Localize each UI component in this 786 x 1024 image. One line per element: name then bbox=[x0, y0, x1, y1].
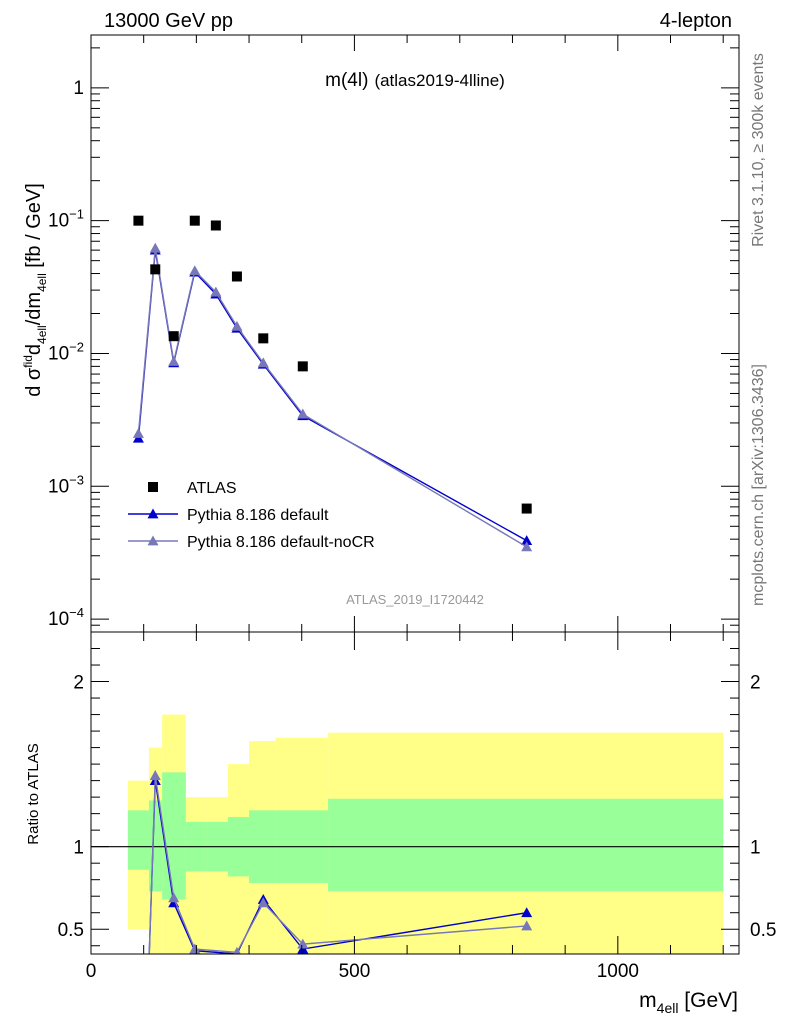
analysis-watermark: ATLAS_2019_I1720442 bbox=[346, 592, 484, 607]
header-right: 4-lepton bbox=[660, 10, 732, 32]
x-tick-label: 1000 bbox=[597, 961, 639, 982]
uncertainty-band-inner bbox=[328, 798, 724, 892]
atlas-point bbox=[189, 215, 200, 226]
ratio-panel: 0.5 0.5 1 1 2 2 0 500 1000 Ratio to ATLAS m4ell … bbox=[25, 631, 776, 1016]
atlas-point bbox=[150, 264, 161, 275]
main-y-ticks: 1 10−1 10−2 10−3 10−4 bbox=[48, 35, 739, 633]
main-y-axis-label: d σfidd4ell/dm4ell [fb / GeV] bbox=[21, 183, 49, 397]
atlas-point bbox=[258, 333, 269, 344]
pythia-default-line bbox=[137, 250, 528, 542]
mcplots-label: mcplots.cern.ch [arXiv:1306.3436] bbox=[750, 364, 767, 606]
pythia-nocr-point bbox=[257, 357, 269, 368]
pythia-nocr-line bbox=[137, 248, 528, 548]
uncertainty-band-outer bbox=[206, 797, 228, 954]
y-tick-label: 1 bbox=[73, 78, 84, 99]
pythia-nocr-ratio-line bbox=[148, 775, 527, 954]
main-plot-area bbox=[132, 215, 533, 552]
pythia-nocr-point bbox=[132, 427, 144, 438]
atlas-point bbox=[133, 215, 144, 226]
ylabel-fid: fid bbox=[21, 355, 35, 368]
ylabel-main: d σ bbox=[23, 367, 45, 397]
ratio-y-tick-label: 0.5 bbox=[58, 920, 84, 941]
header-left: 13000 GeV pp bbox=[104, 10, 233, 32]
pythia-nocr-ratio-point bbox=[521, 920, 533, 931]
legend-default-marker bbox=[147, 508, 159, 519]
legend-nocr-marker bbox=[147, 535, 159, 546]
pythia-nocr-point bbox=[189, 265, 201, 276]
ylabel-d: d bbox=[23, 344, 45, 355]
ratio-y-tick-label: 1 bbox=[73, 838, 84, 859]
legend-default-label: Pythia 8.186 default bbox=[187, 507, 329, 524]
legend: ATLAS Pythia 8.186 default Pythia 8.186 de… bbox=[128, 480, 375, 551]
ratio-y-axis-label: Ratio to ATLAS bbox=[25, 743, 42, 844]
pythia-default-point bbox=[521, 535, 533, 546]
ylabel-mid: /dm bbox=[23, 292, 45, 325]
ylabel-sub2: 4ell bbox=[35, 273, 49, 292]
pythia-nocr-point bbox=[168, 356, 180, 366]
y-tick-label: 10−4 bbox=[48, 605, 84, 630]
atlas-point bbox=[521, 503, 532, 514]
xlabel-unit: [GeV] bbox=[678, 989, 738, 1012]
pythia-nocr-point bbox=[297, 408, 309, 419]
atlas-point bbox=[168, 331, 179, 342]
legend-atlas-marker bbox=[148, 482, 158, 492]
pythia-nocr-point bbox=[210, 286, 222, 297]
legend-atlas-label: ATLAS bbox=[187, 480, 237, 497]
xlabel-main: m bbox=[639, 989, 657, 1012]
legend-nocr-label: Pythia 8.186 default-noCR bbox=[187, 534, 375, 551]
y-tick-label: 10−3 bbox=[48, 472, 84, 497]
y-tick-label: 10−1 bbox=[48, 207, 84, 232]
atlas-point bbox=[210, 220, 221, 231]
uncertainty-band-outer bbox=[185, 797, 207, 954]
ratio-ticks: 0.5 0.5 1 1 2 2 0 500 1000 bbox=[58, 632, 776, 982]
ratio-y-tick-label-right: 2 bbox=[750, 673, 761, 694]
pythia-nocr-point bbox=[231, 320, 243, 331]
pythia-nocr-point bbox=[149, 242, 161, 253]
y-tick-label: 10−2 bbox=[48, 339, 84, 364]
ylabel-sub: 4ell bbox=[35, 325, 49, 344]
xlabel-sub: 4ell bbox=[657, 1000, 679, 1016]
uncertainty-band-inner bbox=[162, 772, 186, 900]
title-main: m(4l) bbox=[325, 70, 368, 91]
pythia-nocr-ratio-point bbox=[257, 897, 269, 908]
pythia-default-ratio-line bbox=[148, 780, 527, 954]
ratio-y-tick-label-right: 1 bbox=[750, 838, 761, 859]
pythia-nocr-point bbox=[521, 541, 533, 552]
pythia-default-ratio-point bbox=[297, 943, 309, 954]
atlas-point bbox=[297, 361, 308, 372]
ratio-y-tick-label: 2 bbox=[73, 673, 84, 694]
atlas-point bbox=[231, 271, 242, 282]
title-sub: (atlas2019-4lline) bbox=[374, 71, 504, 90]
ylabel-unit: [fb / GeV] bbox=[23, 183, 45, 273]
ratio-plot-area bbox=[91, 714, 739, 954]
rivet-label: Rivet 3.1.10, ≥ 300k events bbox=[750, 53, 767, 247]
ratio-frame bbox=[90, 631, 740, 955]
main-panel: 1 10−1 10−2 10−3 10−4 m(4l) (atlas2019-4lline… bbox=[21, 34, 740, 633]
x-axis-label: m4ell [GeV] bbox=[639, 989, 738, 1016]
x-tick-label: 0 bbox=[86, 961, 97, 982]
ratio-y-tick-label-right: 0.5 bbox=[750, 920, 776, 941]
pythia-default-ratio-point bbox=[521, 907, 533, 918]
pythia-nocr-ratio-point bbox=[189, 943, 201, 954]
pythia-nocr-ratio-point bbox=[168, 892, 180, 903]
main-title: m(4l) (atlas2019-4lline) bbox=[325, 70, 505, 91]
uncertainty-band-inner bbox=[127, 810, 149, 870]
pythia-nocr-ratio-point bbox=[297, 938, 309, 949]
x-tick-label: 500 bbox=[339, 961, 371, 982]
pythia-nocr-ratio-point bbox=[232, 946, 241, 954]
pythia-nocr-ratio-point bbox=[149, 770, 161, 781]
